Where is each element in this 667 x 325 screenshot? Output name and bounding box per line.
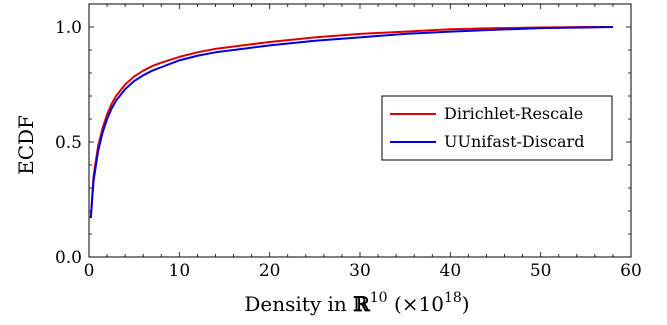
y-tick-label: 1.0: [55, 18, 82, 38]
plot-frame: [88, 3, 632, 258]
x-tick-label: 60: [620, 261, 642, 281]
x-tick-label: 10: [169, 261, 191, 281]
tick-labels-layer: 0 10 20 30 40 50 60 0.0 0.5 1.0: [55, 18, 642, 281]
legend: Dirichlet-Rescale UUnifast-Discard: [381, 95, 613, 161]
x-axis-label-unit-exp: 18: [444, 290, 462, 306]
x-axis-label-exp: 10: [370, 290, 388, 306]
x-tick-label: 0: [84, 261, 95, 281]
x-tick-label: 40: [440, 261, 462, 281]
series-layer: [89, 26, 613, 218]
legend-box: [381, 95, 613, 161]
x-tick-label: 30: [349, 261, 371, 281]
x-axis-label-bb: ℝ: [353, 292, 371, 316]
x-axis-label-unit-open: (×10: [388, 292, 444, 316]
x-tick-label: 50: [530, 261, 552, 281]
y-axis-label: ECDF: [14, 115, 38, 175]
y-tick-label: 0.0: [55, 248, 82, 268]
legend-label-dirichlet-rescale: Dirichlet-Rescale: [444, 104, 583, 123]
x-axis-label-unit-close: ): [462, 292, 470, 316]
y-tick-label: 0.5: [55, 133, 82, 153]
series-line-uunifast-discard: [89, 26, 613, 218]
legend-label-uunifast-discard: UUnifast-Discard: [444, 132, 584, 151]
x-axis-label-prefix: Density in: [244, 292, 353, 316]
x-axis-label: Density in ℝ10 (×1018): [244, 290, 469, 316]
x-tick-label: 20: [259, 261, 281, 281]
series-line-dirichlet-rescale: [89, 26, 613, 218]
